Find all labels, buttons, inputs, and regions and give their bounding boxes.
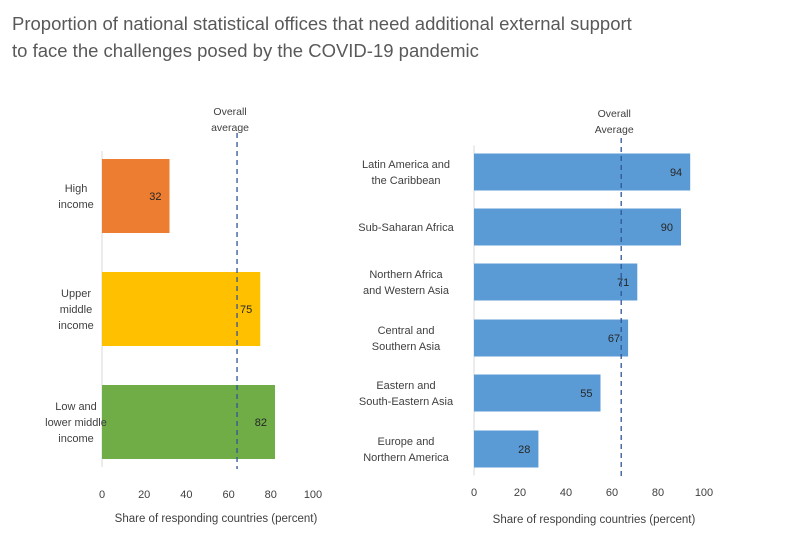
chart1-x-tick-label: 40 bbox=[180, 489, 192, 501]
chart1-x-tick-label: 80 bbox=[265, 489, 277, 501]
chart2-average-label: Overall bbox=[598, 108, 631, 120]
chart2-category-label: Northern Africa bbox=[369, 269, 443, 281]
chart2-data-label: 94 bbox=[670, 167, 682, 179]
chart1-x-tick-label: 100 bbox=[304, 489, 322, 501]
chart2-x-tick-label: 20 bbox=[514, 487, 526, 499]
chart-title-line-1: Proportion of national statistical offic… bbox=[12, 13, 632, 34]
chart2-data-label: 71 bbox=[617, 277, 629, 289]
chart1-data-label: 75 bbox=[240, 304, 252, 316]
chart2-data-label: 90 bbox=[661, 222, 673, 234]
chart2-category-label: Southern Asia bbox=[372, 341, 441, 353]
chart1-x-axis-label: Share of responding countries (percent) bbox=[115, 513, 318, 525]
chart1-data-label: 82 bbox=[255, 417, 267, 429]
chart1-category-label: income bbox=[58, 433, 93, 445]
chart2-x-tick-label: 60 bbox=[606, 487, 618, 499]
chart1-category-label: lower middle bbox=[45, 417, 107, 429]
chart2-category-label: Europe and bbox=[378, 436, 435, 448]
chart1-x-tick-label: 20 bbox=[138, 489, 150, 501]
chart2-category-label: Sub-Saharan Africa bbox=[358, 222, 454, 234]
chart2-category-label: and Western Asia bbox=[363, 285, 450, 297]
chart1-category-label: Upper bbox=[61, 288, 91, 300]
chart-title: Proportion of national statistical offic… bbox=[12, 10, 792, 64]
chart1-bar bbox=[102, 159, 170, 233]
chart2-x-tick-label: 80 bbox=[652, 487, 664, 499]
chart2-category-label: Latin America and bbox=[362, 159, 450, 171]
chart1-bar bbox=[102, 272, 261, 346]
chart2-x-tick-label: 40 bbox=[560, 487, 572, 499]
chart2-bar bbox=[474, 430, 539, 468]
chart1-x-tick-label: 60 bbox=[222, 489, 234, 501]
chart2-x-axis-label: Share of responding countries (percent) bbox=[493, 514, 696, 526]
chart1-average-label: average bbox=[211, 122, 249, 134]
chart1-category-label: Low and bbox=[55, 401, 97, 413]
chart2-data-label: 55 bbox=[580, 388, 592, 400]
chart1-category-label: income bbox=[58, 320, 93, 332]
chart1-category-label: middle bbox=[60, 304, 92, 316]
chart1-category-label: income bbox=[58, 199, 93, 211]
chart1-category-label: High bbox=[65, 183, 88, 195]
chart2-x-tick-label: 0 bbox=[471, 487, 477, 499]
chart1-x-tick-label: 0 bbox=[99, 489, 105, 501]
chart2-data-label: 67 bbox=[608, 333, 620, 345]
chart2-bar bbox=[474, 263, 638, 301]
chart2-average-label: Average bbox=[595, 124, 634, 136]
chart2-bar bbox=[474, 153, 691, 191]
chart2-category-label: Central and bbox=[378, 325, 435, 337]
chart2-category-label: Northern America bbox=[363, 452, 449, 464]
chart1-data-label: 32 bbox=[149, 191, 161, 203]
chart2-bar bbox=[474, 374, 601, 412]
chart2-category-label: the Caribbean bbox=[371, 175, 440, 187]
chart2-bar bbox=[474, 208, 681, 246]
chart2-bar bbox=[474, 319, 629, 357]
chart2-x-tick-label: 100 bbox=[695, 487, 713, 499]
chart2-category-label: South-Eastern Asia bbox=[359, 396, 454, 408]
chart2-data-label: 28 bbox=[518, 444, 530, 456]
chart1-bar bbox=[102, 385, 276, 459]
chart1-average-label: Overall bbox=[213, 106, 246, 118]
chart2-category-label: Eastern and bbox=[376, 380, 435, 392]
chart-title-line-2: to face the challenges posed by the COVI… bbox=[12, 40, 479, 61]
